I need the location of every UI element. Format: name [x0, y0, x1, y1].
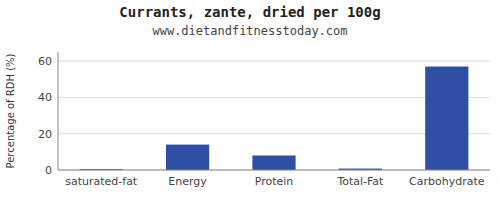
- grid-line: [58, 61, 490, 62]
- y-tick-label: 20: [38, 128, 52, 141]
- y-tick-label: 60: [38, 55, 52, 68]
- bar: [252, 155, 295, 170]
- x-tick-label: saturated-fat: [65, 175, 138, 188]
- y-axis-line: [58, 52, 59, 170]
- x-tick-label: Energy: [168, 175, 207, 188]
- x-tick-label: Protein: [255, 175, 294, 188]
- y-axis-label: Percentage of RDH (%): [5, 53, 16, 168]
- chart-svg: Currants, zante, dried per 100g www.dieta…: [0, 0, 500, 200]
- title: Currants, zante, dried per 100g: [119, 4, 380, 20]
- grid: [58, 61, 490, 170]
- x-tick-label: Total-Fat: [336, 175, 384, 188]
- y-tick-label: 0: [45, 164, 52, 177]
- grid-line: [58, 170, 490, 171]
- y-tick-label: 40: [38, 91, 52, 104]
- subtitle: www.dietandfitnesstoday.com: [152, 24, 347, 38]
- x-axis-line: [58, 170, 490, 171]
- x-tick-label: Carbohydrate: [409, 175, 485, 188]
- bars: [80, 67, 469, 170]
- chart-container: Currants, zante, dried per 100g www.dieta…: [0, 0, 500, 200]
- bar: [166, 145, 209, 170]
- bar: [425, 67, 468, 170]
